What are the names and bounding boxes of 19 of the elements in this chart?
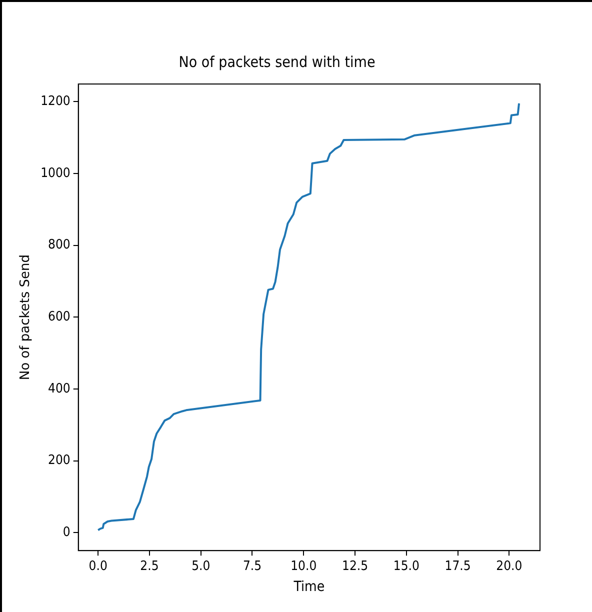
y-axis-title: No of packets Send bbox=[18, 254, 34, 380]
x-axis-title: Time bbox=[292, 579, 325, 596]
chart-title: No of packets send with time bbox=[178, 52, 376, 71]
y-tick-label: 400 bbox=[48, 381, 70, 396]
x-tick-label: 7.5 bbox=[242, 558, 262, 574]
x-tick-label: 12.5 bbox=[342, 558, 368, 574]
x-tick-label: 2.5 bbox=[140, 558, 159, 574]
x-tick-label: 17.5 bbox=[444, 558, 471, 574]
x-tick-label: 0.0 bbox=[88, 558, 108, 574]
y-tick-label: 1200 bbox=[40, 94, 70, 109]
x-tick-label: 10.0 bbox=[290, 558, 317, 574]
y-tick-label: 200 bbox=[48, 453, 70, 468]
y-tick-label: 600 bbox=[48, 309, 70, 324]
y-tick-label: 800 bbox=[48, 238, 70, 253]
y-tick-label: 0 bbox=[62, 525, 70, 540]
x-tick-label: 15.0 bbox=[393, 558, 420, 574]
y-tick-label: 1000 bbox=[40, 166, 70, 181]
x-tick-label: 20.0 bbox=[496, 558, 522, 574]
x-tick-label: 5.0 bbox=[192, 558, 210, 574]
